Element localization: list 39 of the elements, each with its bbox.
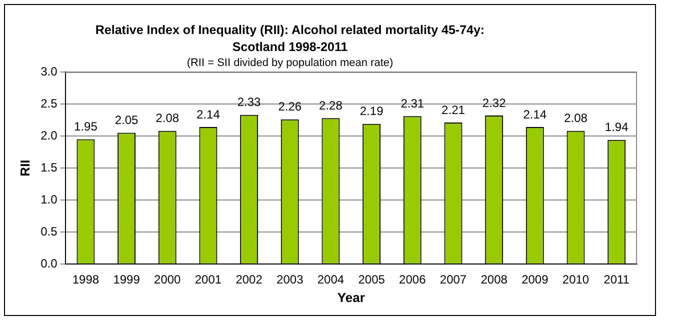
x-tick-label: 2009 [522, 272, 549, 287]
y-tick-label: 1.0 [40, 192, 58, 206]
x-tick-label: 2002 [236, 272, 263, 287]
x-tick-label: 2008 [480, 272, 508, 287]
y-axis-title: RII [17, 160, 32, 176]
data-label: 2.19 [360, 104, 384, 118]
data-label: 2.31 [400, 96, 424, 110]
data-label: 2.26 [278, 100, 302, 114]
y-tick-label: 1.5 [40, 160, 58, 174]
x-tick-label: 2010 [562, 272, 590, 287]
x-tick-label: 2004 [317, 272, 344, 287]
chart-title: Relative Index of Inequality (RII): Alcohol related mortality 45-74y: Scotland 1998-2011 [94, 22, 486, 56]
x-tick-label: 2003 [276, 272, 304, 287]
data-label: 2.14 [523, 107, 547, 122]
y-tick-label: 0.5 [40, 224, 58, 238]
data-label: 2.33 [237, 95, 262, 110]
y-tick-label: 3.0 [40, 64, 58, 78]
data-label: 1.94 [604, 120, 629, 134]
x-tick-label: 2011 [604, 272, 630, 287]
data-label: 2.14 [196, 107, 220, 122]
x-tick-label: 2007 [440, 272, 467, 287]
x-axis-title: Year [337, 290, 365, 305]
x-tick-label: 1998 [72, 272, 100, 287]
x-tick-label: 2000 [154, 272, 182, 287]
data-label: 2.32 [482, 96, 506, 110]
y-tick-label: 2.5 [40, 96, 58, 110]
data-label: 2.08 [564, 111, 588, 126]
x-tick-label: 2001 [194, 272, 222, 287]
y-tick-label: 2.0 [40, 128, 58, 142]
data-label: 2.05 [114, 113, 139, 128]
chart-subtitle: (RII = SII divided by population mean rate) [186, 57, 394, 69]
data-label: 2.08 [156, 111, 180, 126]
data-label: 1.95 [74, 120, 98, 134]
x-tick-label: 2005 [358, 272, 386, 287]
x-tick-label: 2006 [399, 272, 426, 287]
data-label: 2.21 [442, 102, 466, 117]
x-tick-label: 1999 [113, 272, 140, 287]
data-label: 2.28 [319, 98, 343, 112]
y-tick-label: 0.0 [40, 256, 58, 270]
